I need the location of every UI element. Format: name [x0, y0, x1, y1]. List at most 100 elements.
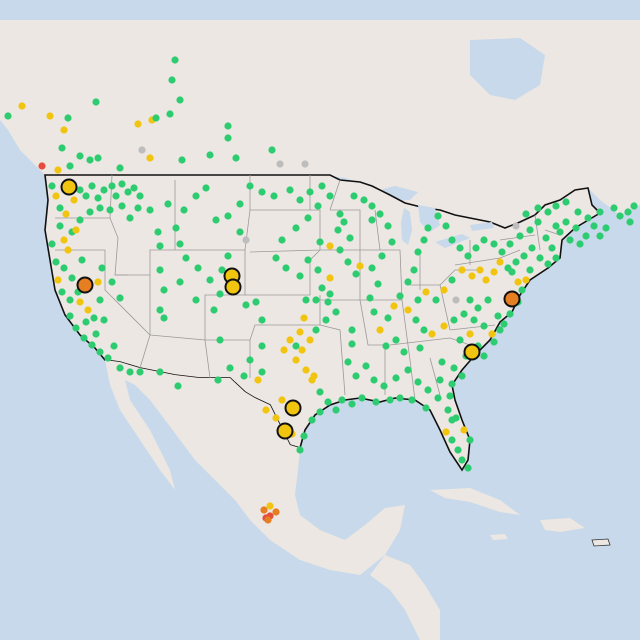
station-dot[interactable] [590, 222, 598, 230]
station-dot[interactable] [452, 414, 460, 422]
station-dot[interactable] [384, 314, 392, 322]
station-dot[interactable] [446, 392, 454, 400]
station-dot[interactable] [58, 144, 66, 152]
station-dot[interactable] [78, 256, 86, 264]
station-dot[interactable] [48, 240, 56, 248]
station-dot[interactable] [438, 358, 446, 366]
station-dot[interactable] [350, 192, 358, 200]
station-dot[interactable] [470, 316, 478, 324]
station-dot[interactable] [68, 274, 76, 282]
station-dot[interactable] [414, 248, 422, 256]
highlighted-station-marker[interactable] [463, 343, 481, 361]
station-dot[interactable] [192, 192, 200, 200]
station-dot[interactable] [318, 182, 326, 190]
station-dot[interactable] [466, 330, 474, 338]
station-dot[interactable] [18, 102, 26, 110]
station-dot[interactable] [62, 210, 70, 218]
station-dot[interactable] [448, 436, 456, 444]
station-dot[interactable] [340, 218, 348, 226]
station-dot[interactable] [266, 502, 274, 510]
station-dot[interactable] [414, 296, 422, 304]
station-dot[interactable] [544, 260, 552, 268]
station-dot[interactable] [92, 330, 100, 338]
station-dot[interactable] [576, 240, 584, 248]
station-dot[interactable] [278, 396, 286, 404]
station-dot[interactable] [76, 298, 84, 306]
station-dot[interactable] [66, 296, 74, 304]
highlighted-station-marker[interactable] [503, 290, 521, 308]
station-dot[interactable] [420, 326, 428, 334]
station-dot[interactable] [164, 200, 172, 208]
station-dot[interactable] [272, 414, 280, 422]
station-dot[interactable] [508, 268, 516, 276]
station-dot[interactable] [118, 202, 126, 210]
station-dot[interactable] [298, 346, 306, 354]
station-dot[interactable] [318, 284, 326, 292]
station-dot[interactable] [154, 228, 162, 236]
station-dot[interactable] [76, 216, 84, 224]
station-dot[interactable] [292, 342, 300, 350]
station-dot[interactable] [100, 316, 108, 324]
station-dot[interactable] [72, 324, 80, 332]
station-dot[interactable] [116, 294, 124, 302]
station-dot[interactable] [296, 328, 304, 336]
station-dot[interactable] [146, 154, 154, 162]
station-dot[interactable] [362, 362, 370, 370]
station-dot[interactable] [86, 156, 94, 164]
station-dot[interactable] [396, 394, 404, 402]
station-dot[interactable] [72, 226, 80, 234]
station-dot[interactable] [236, 200, 244, 208]
station-dot[interactable] [171, 56, 179, 64]
station-dot[interactable] [310, 372, 318, 380]
station-dot[interactable] [572, 224, 580, 232]
station-dot[interactable] [326, 274, 334, 282]
station-dot[interactable] [416, 344, 424, 352]
station-dot[interactable] [56, 204, 64, 212]
station-dot[interactable] [258, 368, 266, 376]
station-dot[interactable] [194, 264, 202, 272]
station-dot[interactable] [338, 396, 346, 404]
station-dot[interactable] [610, 204, 618, 212]
station-dot[interactable] [404, 306, 412, 314]
station-dot[interactable] [422, 288, 430, 296]
station-dot[interactable] [626, 218, 634, 226]
station-dot[interactable] [58, 288, 66, 296]
station-dot[interactable] [332, 406, 340, 414]
station-dot[interactable] [316, 238, 324, 246]
station-dot[interactable] [156, 306, 164, 314]
station-dot[interactable] [358, 394, 366, 402]
station-dot[interactable] [506, 240, 514, 248]
station-dot[interactable] [214, 376, 222, 384]
highlighted-stations[interactable] [60, 178, 521, 440]
station-dot[interactable] [542, 234, 550, 242]
station-dot[interactable] [216, 290, 224, 298]
station-dot[interactable] [378, 252, 386, 260]
station-dot[interactable] [450, 364, 458, 372]
station-dot[interactable] [316, 408, 324, 416]
station-dot[interactable] [414, 378, 422, 386]
station-dot[interactable] [566, 236, 574, 244]
station-dot[interactable] [512, 222, 520, 230]
station-dot[interactable] [324, 398, 332, 406]
station-dot[interactable] [242, 301, 250, 309]
station-dot[interactable] [496, 326, 504, 334]
station-dot[interactable] [108, 182, 116, 190]
station-dot[interactable] [118, 180, 126, 188]
station-dot[interactable] [160, 314, 168, 322]
station-dot[interactable] [400, 348, 408, 356]
station-dot[interactable] [556, 228, 564, 236]
station-dot[interactable] [490, 338, 498, 346]
station-dot[interactable] [522, 276, 530, 284]
station-dot[interactable] [424, 386, 432, 394]
station-dot[interactable] [286, 336, 294, 344]
station-dot[interactable] [236, 228, 244, 236]
station-dot[interactable] [116, 364, 124, 372]
station-dot[interactable] [192, 296, 200, 304]
station-dot[interactable] [180, 206, 188, 214]
station-dot[interactable] [436, 376, 444, 384]
station-dot[interactable] [460, 310, 468, 318]
station-dot[interactable] [296, 272, 304, 280]
station-dot[interactable] [434, 394, 442, 402]
station-dot[interactable] [494, 312, 502, 320]
station-dot[interactable] [54, 276, 62, 284]
